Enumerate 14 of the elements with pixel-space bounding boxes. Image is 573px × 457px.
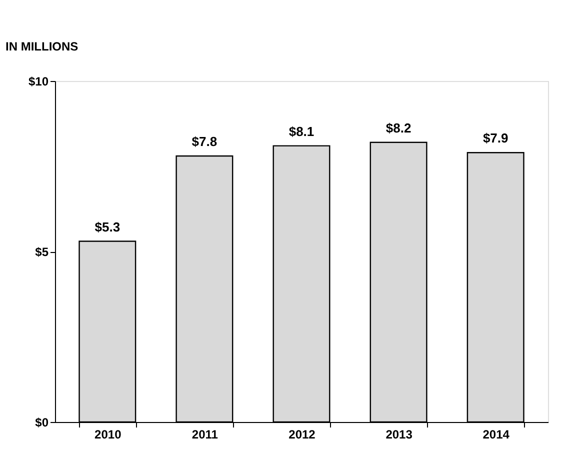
x-tick-label: 2013 <box>386 428 413 442</box>
data-label: $8.2 <box>386 120 412 136</box>
y-tick-label: $10 <box>28 74 49 88</box>
x-tick-label: 2014 <box>482 428 510 442</box>
y-tick-label: $5 <box>35 245 49 259</box>
x-tick-label: 2011 <box>192 428 218 442</box>
x-tick-label: 2012 <box>288 428 316 442</box>
data-label: $7.8 <box>192 134 218 150</box>
data-label: $8.1 <box>288 124 314 139</box>
y-tick-label: $0 <box>35 416 49 430</box>
x-tick-label: 2010 <box>94 428 122 442</box>
y-axis-title: IN MILLIONS <box>6 40 78 54</box>
data-label: $7.9 <box>482 130 508 146</box>
data-label: $5.3 <box>94 219 120 234</box>
